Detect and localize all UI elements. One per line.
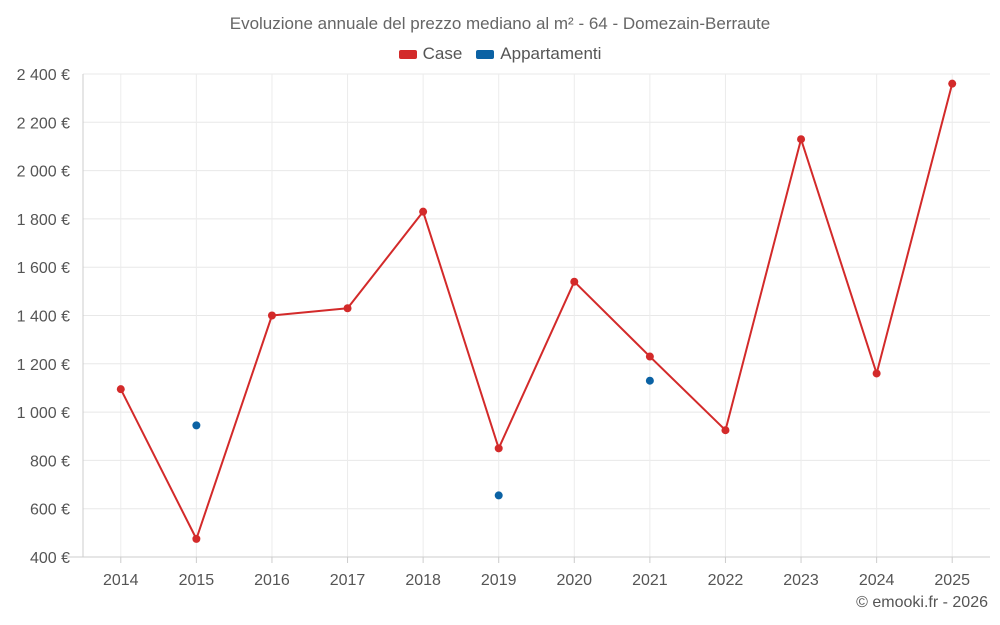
data-point-case[interactable] [343,304,352,313]
legend-label-appartamenti: Appartamenti [500,44,602,63]
x-tick-label: 2016 [254,572,290,589]
data-point-case[interactable] [116,385,125,394]
data-point-case[interactable] [645,352,654,361]
data-point-case[interactable] [797,135,806,144]
y-tick-label: 2 200 € [17,115,70,132]
legend: Case Appartamenti [0,44,1000,64]
series [116,79,957,543]
y-tick-label: 1 400 € [17,309,70,326]
series-line-case [119,83,954,540]
x-tick-label: 2019 [481,572,517,589]
legend-item-case[interactable]: Case [398,44,463,64]
data-point-case[interactable] [570,277,579,286]
grid-lines [83,73,990,558]
y-tick-label: 800 € [30,453,70,470]
data-point-case[interactable] [192,534,201,543]
x-tick-label: 2024 [859,572,895,589]
x-tick-label: 2021 [632,572,668,589]
x-tick-label: 2015 [179,572,215,589]
x-tick-label: 2025 [934,572,970,589]
data-point-appartamenti[interactable] [192,421,201,430]
y-tick-label: 1 200 € [17,357,70,374]
axes: 400 € 600 € 800 € 1 000 € 1 200 € 1 400 € 1 60… [17,67,990,589]
x-tick-label: 2020 [556,572,592,589]
y-tick-label: 1 000 € [17,405,70,422]
y-tick-label: 1 800 € [17,212,70,229]
legend-swatch-appartamenti [476,49,495,59]
chart-title: Evoluzione annuale del prezzo mediano al… [229,14,771,33]
data-point-appartamenti[interactable] [645,376,654,385]
y-tick-label: 1 600 € [17,260,70,277]
data-point-case[interactable] [872,369,881,378]
data-point-case[interactable] [948,79,957,88]
y-tick-label: 2 400 € [17,67,70,84]
x-tick-label: 2023 [783,572,819,589]
x-tick-label: 2022 [708,572,744,589]
data-point-case[interactable] [419,207,428,216]
legend-item-appartamenti[interactable]: Appartamenti [476,44,601,64]
data-point-case[interactable] [494,444,503,453]
legend-swatch-case [398,49,417,59]
y-tick-label: 400 € [30,550,70,567]
data-point-case[interactable] [721,426,730,435]
legend-label-case: Case [422,44,463,63]
credit-text: © emooki.fr - 2026 [856,594,988,611]
x-tick-label: 2014 [103,572,139,589]
x-tick-label: 2017 [330,572,366,589]
data-point-appartamenti[interactable] [494,491,503,500]
data-point-case[interactable] [267,311,276,320]
x-tick-label: 2018 [405,572,441,589]
y-tick-label: 600 € [30,502,70,519]
y-tick-label: 2 000 € [17,164,70,181]
